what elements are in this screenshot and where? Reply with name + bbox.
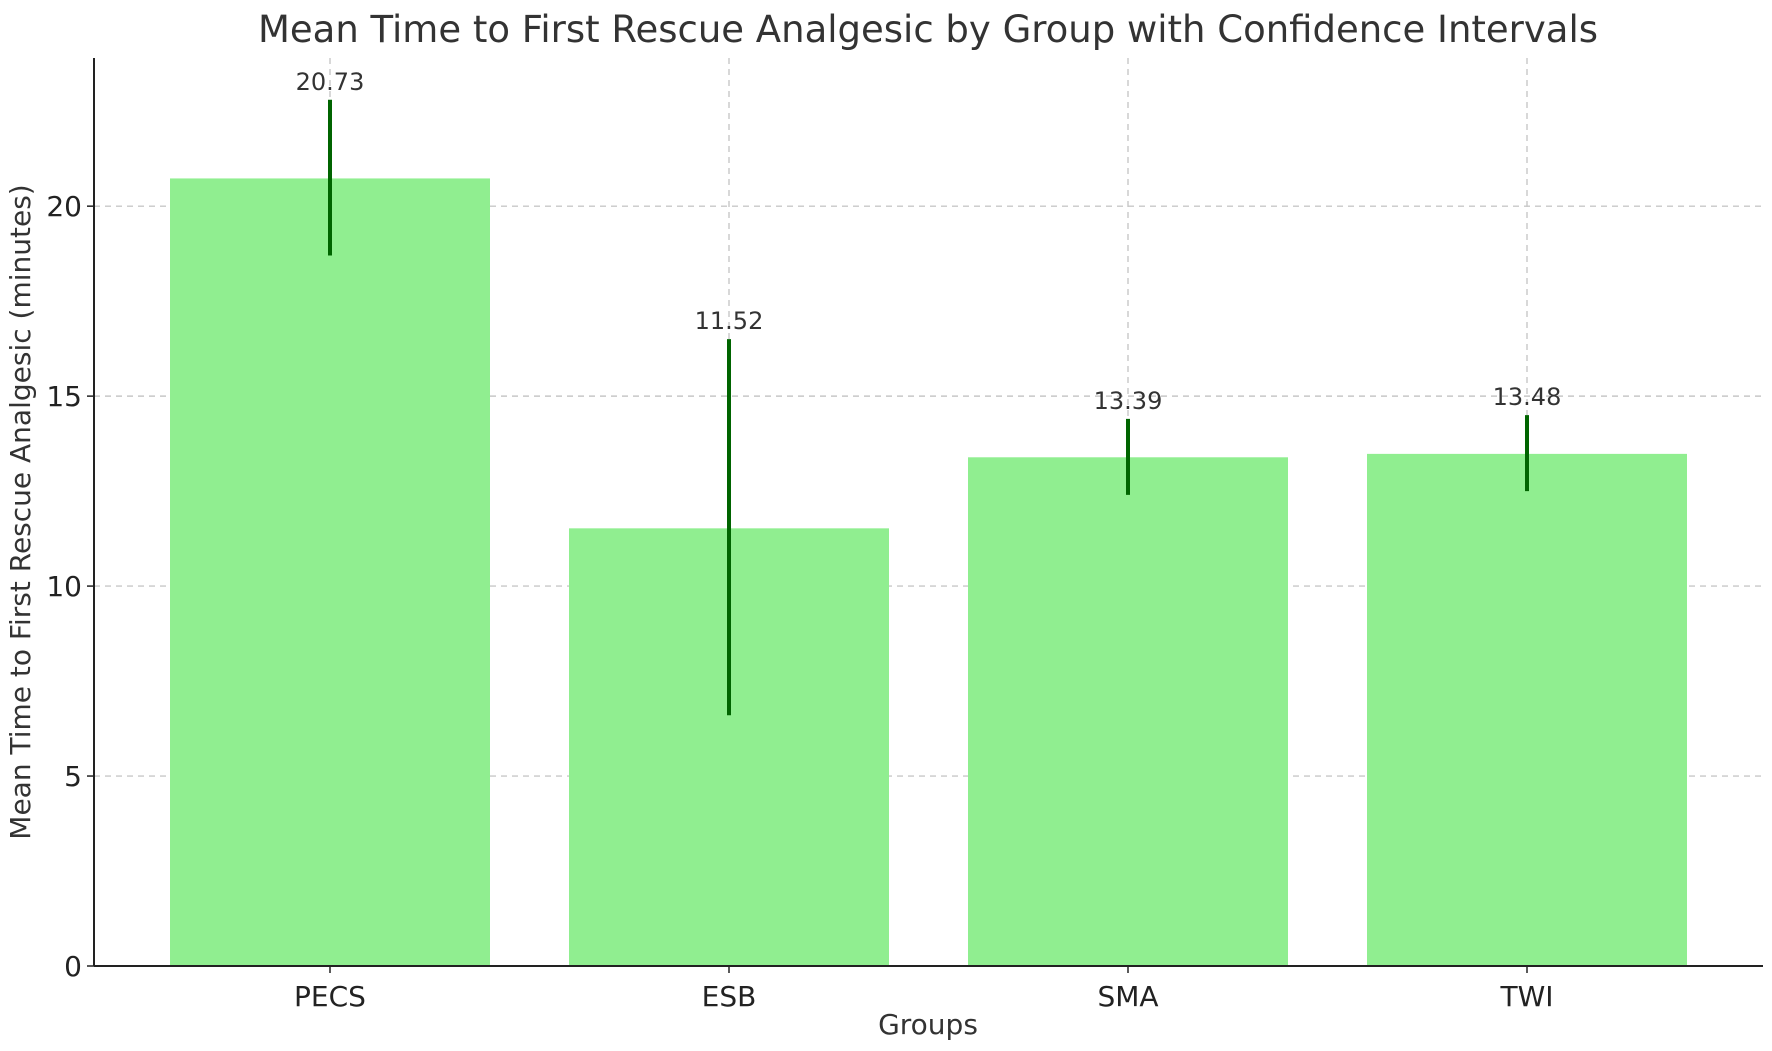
value-label-sma: 13.39 — [1094, 387, 1163, 415]
x-tick-label-twi: TWI — [1499, 980, 1553, 1013]
y-axis-label: Mean Time to First Rescue Analgesic (min… — [4, 184, 37, 839]
axes — [93, 58, 1763, 967]
x-tick-label-pecs: PECS — [294, 980, 366, 1013]
bar-sma — [968, 457, 1288, 966]
x-tick-labels: PECS ESB SMA TWI — [294, 966, 1554, 1013]
value-labels: 20.73 11.52 13.39 13.48 — [296, 68, 1562, 415]
chart-title: Mean Time to First Rescue Analgesic by G… — [258, 8, 1598, 51]
value-label-twi: 13.48 — [1493, 383, 1562, 411]
x-tick-label-sma: SMA — [1097, 980, 1158, 1013]
y-tick-label: 0 — [64, 950, 82, 983]
y-tick-label: 10 — [46, 570, 82, 603]
y-tick-label: 20 — [46, 190, 82, 223]
x-tick-label-esb: ESB — [702, 980, 757, 1013]
y-tick-labels: 0 5 10 15 20 — [46, 190, 94, 983]
x-axis-label: Groups — [878, 1008, 978, 1041]
bar-pecs — [170, 178, 490, 966]
y-tick-label: 15 — [46, 380, 82, 413]
bar-twi — [1367, 453, 1687, 966]
value-label-esb: 11.52 — [695, 307, 764, 335]
error-bars — [328, 99, 1529, 716]
y-tick-label: 5 — [64, 760, 82, 793]
bars — [170, 178, 1687, 966]
value-label-pecs: 20.73 — [296, 68, 365, 96]
